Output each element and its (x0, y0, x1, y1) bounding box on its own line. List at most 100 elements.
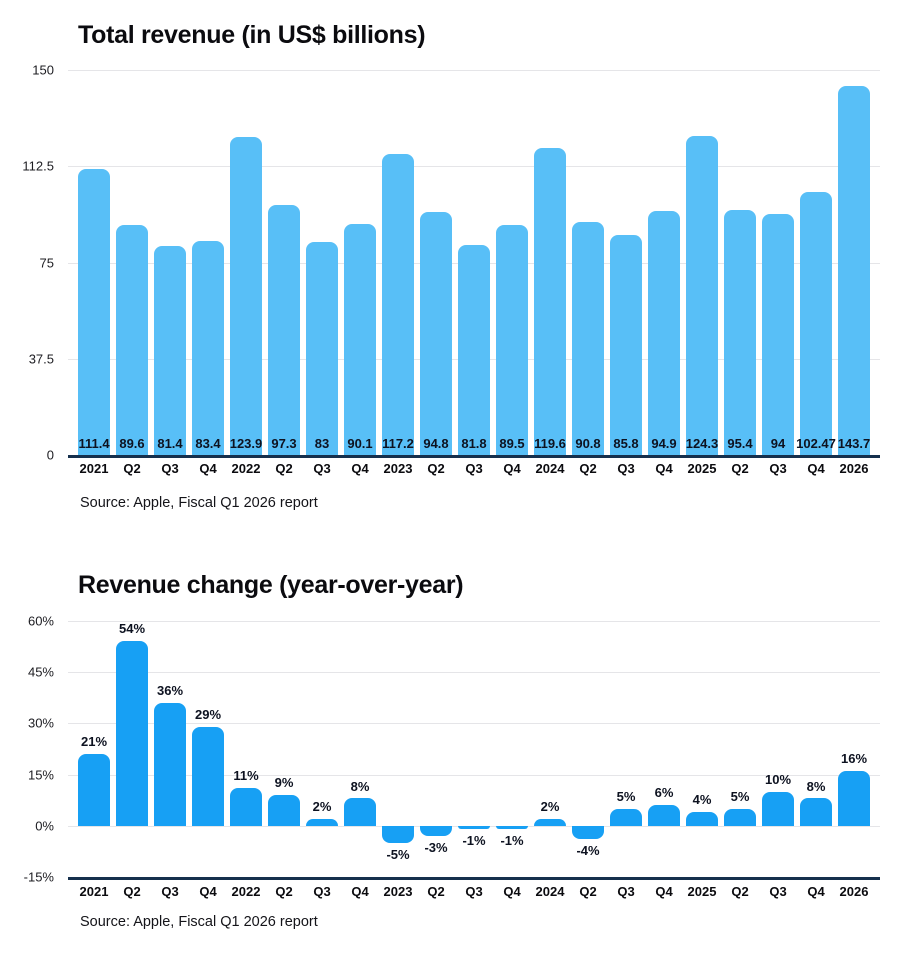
x-tick-label: 2026 (839, 884, 869, 899)
bar-2024-12 (534, 818, 566, 826)
x-tick-label: 2025 (687, 884, 717, 899)
x-tick-label: Q3 (465, 884, 483, 899)
bar-value-label: 54% (118, 621, 146, 637)
gridline (68, 672, 880, 674)
bar-slot: 5% (610, 621, 642, 877)
bar-q3-2 (154, 702, 186, 826)
bar-slot: 89.6 (116, 70, 148, 455)
y-tick-label: 60% (27, 613, 54, 629)
bar-slot: 117.2 (382, 70, 414, 455)
revenue-change-bars: 21% 54% 36% 29% 11% 9% 2% 8% -5% -3% -1% -1% 2% -4% 5%… (68, 621, 880, 877)
bar-value-label: 81.4 (157, 436, 183, 451)
bar-slot: 95.4 (724, 70, 756, 455)
bar-q2-9 (420, 825, 452, 837)
x-tick-label: 2023 (383, 884, 413, 899)
bar-2022-4 (230, 136, 262, 455)
bar-slot: -4% (572, 621, 604, 877)
y-tick-label: 15% (27, 767, 54, 783)
x-tick-label: Q3 (769, 461, 787, 476)
bar-slot: 90.1 (344, 70, 376, 455)
bar-value-label: 2% (540, 798, 560, 814)
x-tick-label: 2021 (79, 884, 109, 899)
bar-q4-3 (192, 240, 224, 455)
y-tick-label: 30% (27, 715, 54, 731)
bar-slot: 143.7 (838, 70, 870, 455)
x-tick-label: Q3 (769, 884, 787, 899)
bar-value-label: 83.4 (195, 436, 221, 451)
bar-2026-20 (838, 771, 870, 826)
bar-slot: 8% (800, 621, 832, 877)
bar-value-label: 90.1 (347, 436, 373, 451)
bar-2023-8 (382, 825, 414, 843)
bar-value-label: 124.3 (685, 436, 719, 451)
gridline (68, 723, 880, 725)
x-tick-label: Q2 (579, 884, 597, 899)
bar-slot: 124.3 (686, 70, 718, 455)
bar-value-label: 21% (80, 734, 108, 750)
bar-slot: -5% (382, 621, 414, 877)
bar-slot: 94.9 (648, 70, 680, 455)
x-tick-label: Q4 (807, 884, 825, 899)
total-revenue-source: Source: Apple, Fiscal Q1 2026 report (80, 495, 318, 511)
bar-q3-10 (458, 245, 490, 455)
bar-slot: 81.8 (458, 70, 490, 455)
bar-slot: 36% (154, 621, 186, 877)
bar-slot: 119.6 (534, 70, 566, 455)
bar-2021-0 (78, 754, 110, 826)
bar-slot: 2% (534, 621, 566, 877)
bar-value-label: 89.6 (119, 436, 145, 451)
bar-value-label: 10% (764, 771, 792, 787)
total-revenue-plot-area: 111.4 89.6 81.4 83.4 123.9 97.3 83 90.1 117.2 94.… (68, 70, 880, 458)
x-tick-label: 2024 (535, 461, 565, 476)
bar-slot: 4% (686, 621, 718, 877)
bar-value-label: 8% (806, 778, 826, 794)
x-tick-label: Q4 (503, 461, 521, 476)
bar-q2-17 (724, 210, 756, 455)
bar-q2-5 (268, 205, 300, 455)
y-tick-label: 150 (32, 62, 54, 78)
y-tick-label: 112.5 (22, 158, 54, 174)
revenue-change-title: Revenue change (year-over-year) (78, 571, 464, 599)
x-tick-label: 2021 (79, 461, 109, 476)
y-tick-label: 0 (46, 447, 54, 463)
x-tick-label: 2022 (231, 461, 261, 476)
bar-value-label: 4% (692, 792, 712, 808)
bar-value-label: 11% (233, 768, 259, 784)
bar-q4-15 (648, 211, 680, 455)
bar-q4-19 (800, 191, 832, 455)
bar-slot: 8% (344, 621, 376, 877)
bar-value-label: 83 (314, 436, 330, 451)
bar-value-label: 143.7 (837, 436, 871, 451)
gridline (68, 166, 880, 168)
x-tick-label: Q4 (351, 461, 369, 476)
x-tick-label: Q3 (465, 461, 483, 476)
bar-slot: -1% (496, 621, 528, 877)
x-tick-label: Q4 (199, 884, 217, 899)
bar-value-label: 94.8 (423, 436, 449, 451)
bar-slot: 11% (230, 621, 262, 877)
x-tick-label: Q2 (123, 461, 141, 476)
bar-slot: 123.9 (230, 70, 262, 455)
x-tick-label: Q4 (199, 461, 217, 476)
bar-2022-4 (230, 788, 262, 826)
bar-value-label: 111.4 (78, 436, 110, 451)
bar-q3-14 (610, 808, 642, 826)
bar-value-label: 123.9 (229, 436, 263, 451)
bar-slot: 29% (192, 621, 224, 877)
x-tick-label: Q3 (617, 884, 635, 899)
bar-slot: 83 (306, 70, 338, 455)
bar-q4-11 (496, 225, 528, 455)
bar-slot: 97.3 (268, 70, 300, 455)
x-tick-label: Q3 (617, 461, 635, 476)
bar-value-label: -3% (424, 840, 448, 856)
bar-value-label: 117.2 (382, 436, 414, 451)
bar-2026-20 (838, 86, 870, 455)
bar-value-label: 81.8 (461, 436, 487, 451)
bar-2025-16 (686, 135, 718, 455)
bar-q2-13 (572, 221, 604, 455)
bar-slot: -3% (420, 621, 452, 877)
bar-slot: 16% (838, 621, 870, 877)
bar-2023-8 (382, 154, 414, 455)
x-tick-label: Q3 (313, 461, 331, 476)
